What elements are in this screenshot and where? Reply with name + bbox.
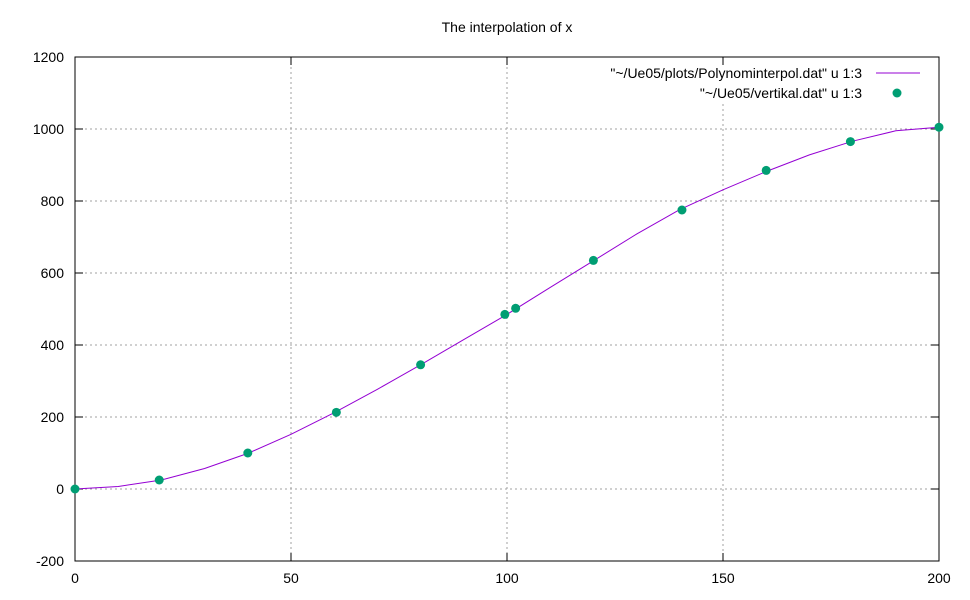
- x-tick-label: 150: [711, 570, 735, 586]
- legend-label: "~/Ue05/plots/Polynominterpol.dat" u 1:3: [610, 65, 862, 81]
- legend-label: "~/Ue05/vertikal.dat" u 1:3: [700, 85, 862, 101]
- y-tick-label: 400: [41, 337, 65, 353]
- series-layer: [70, 122, 944, 494]
- axis-ticks: -200 0 200 400 600 800 1000 1200 0 50 100 150 200: [33, 49, 951, 586]
- data-point: [70, 484, 80, 494]
- y-tick-label: 0: [56, 481, 64, 497]
- data-point: [588, 255, 598, 265]
- data-point: [761, 165, 771, 175]
- x-tick-label: 50: [283, 570, 299, 586]
- legend-swatch-point: [892, 88, 902, 98]
- data-point: [331, 407, 341, 417]
- y-tick-label: 800: [41, 193, 65, 209]
- data-point: [154, 475, 164, 485]
- y-tick-label: 1000: [33, 121, 64, 137]
- y-tick-label: -200: [36, 553, 64, 569]
- y-tick-label: 1200: [33, 49, 64, 65]
- data-point: [845, 137, 855, 147]
- data-point: [416, 360, 426, 370]
- legend: "~/Ue05/plots/Polynominterpol.dat" u 1:3…: [610, 65, 920, 101]
- x-tick-label: 0: [71, 570, 79, 586]
- x-tick-label: 100: [495, 570, 519, 586]
- data-point: [677, 205, 687, 215]
- data-point: [511, 303, 521, 313]
- chart-title: The interpolation of x: [442, 19, 573, 35]
- data-point: [934, 122, 944, 132]
- x-tick-label: 200: [927, 570, 951, 586]
- y-tick-label: 200: [41, 409, 65, 425]
- y-tick-label: 600: [41, 265, 65, 281]
- grid-lines: [75, 57, 939, 561]
- data-point: [243, 448, 253, 458]
- data-point: [500, 309, 510, 319]
